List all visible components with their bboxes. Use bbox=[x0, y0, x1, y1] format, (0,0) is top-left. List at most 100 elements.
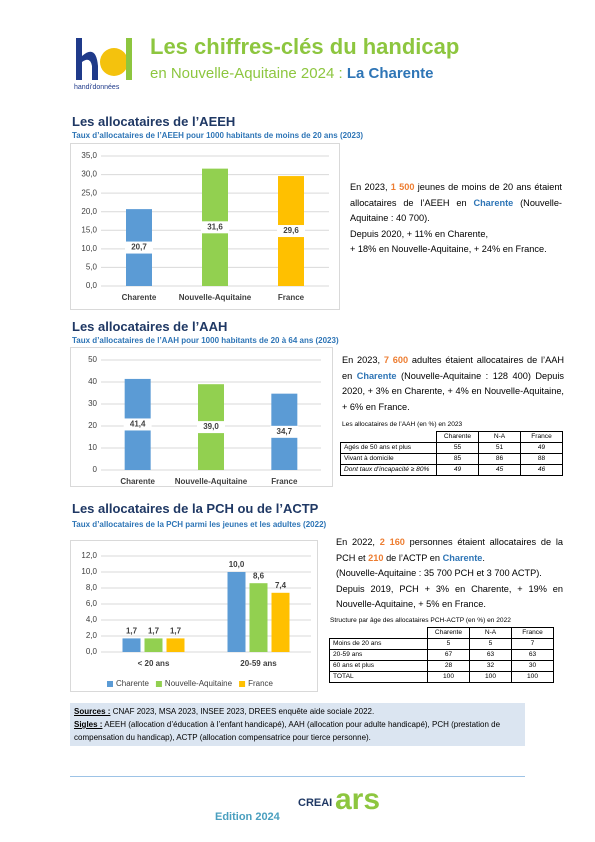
x-tick-label: < 20 ans bbox=[138, 659, 170, 668]
label-box bbox=[123, 418, 152, 431]
cell: 30 bbox=[511, 660, 554, 672]
table-row: Agés de 50 ans et plus 55 51 49 bbox=[340, 442, 563, 454]
text: + 18% en Nouvelle-Aquitaine, + 24% en Fr… bbox=[350, 244, 547, 254]
y-tick-label: 30 bbox=[88, 399, 97, 408]
bar bbox=[249, 583, 268, 652]
column-header: France bbox=[520, 431, 563, 443]
legend-label: Nouvelle-Aquitaine bbox=[165, 679, 233, 688]
y-tick-label: 20,0 bbox=[81, 207, 97, 216]
heading: Les allocataires de la PCH ou de l’ACTP bbox=[72, 501, 319, 516]
text: personnes étaient allocataires de la PCH… bbox=[336, 537, 563, 563]
chart: 0,0 2,0 4,0 6,0 8,0 10,0 12,0 < 20 ans 1,7 1,7 1,7… bbox=[70, 540, 318, 692]
x-tick-label: Nouvelle-Aquitaine bbox=[175, 477, 248, 486]
y-tick-label: 5,0 bbox=[86, 263, 98, 272]
text: En 2023, bbox=[350, 182, 391, 192]
header-row: Charente N-A France bbox=[340, 431, 563, 443]
place: La Charente bbox=[346, 65, 434, 82]
cell: 51 bbox=[478, 442, 521, 454]
cell: 5 bbox=[427, 638, 470, 650]
paragraph: En 2023, 7 600 adultes étaient allocatai… bbox=[342, 353, 564, 415]
y-tick-label: 50 bbox=[88, 355, 97, 364]
x-tick-label: Charente bbox=[120, 477, 155, 486]
row-label: 20-59 ans bbox=[329, 649, 428, 661]
table-row: 20-59 ans 67 63 63 bbox=[329, 649, 554, 661]
partner: CREAI bbox=[298, 797, 333, 809]
highlight: Charente bbox=[473, 197, 514, 208]
text: En 2022, bbox=[336, 537, 380, 547]
y-tick-label: 15,0 bbox=[81, 225, 97, 234]
highlight: Charente bbox=[442, 552, 483, 563]
table-row: TOTAL 100 100 100 bbox=[329, 671, 554, 683]
y-tick-label: 25,0 bbox=[81, 188, 97, 197]
subtitle-text: en Nouvelle-Aquitaine 2024 : bbox=[150, 65, 347, 82]
text: Depuis 2020, + 11% en Charente, bbox=[350, 228, 488, 239]
column-header: France bbox=[511, 627, 554, 639]
x-tick-label: 20-59 ans bbox=[240, 659, 277, 668]
y-tick-label: 35,0 bbox=[81, 151, 97, 160]
label-box bbox=[125, 241, 153, 254]
column-header: Charente bbox=[436, 431, 479, 443]
highlight: 7 600 bbox=[383, 355, 409, 365]
value-label: 1,7 bbox=[170, 627, 182, 636]
x-tick-label: France bbox=[271, 477, 298, 486]
y-tick-label: 30,0 bbox=[81, 170, 97, 179]
corner-cell bbox=[329, 627, 428, 639]
cell: 86 bbox=[478, 453, 521, 465]
highlight: Charente bbox=[356, 370, 397, 381]
row-label: Agés de 50 ans et plus bbox=[340, 442, 437, 454]
x-tick-label: France bbox=[278, 293, 305, 302]
y-tick-label: 0 bbox=[93, 465, 98, 474]
label: Sigles : bbox=[74, 720, 103, 729]
highlight: 210 bbox=[368, 552, 384, 563]
value-label: 41,4 bbox=[130, 420, 146, 429]
subtitle: en Nouvelle-Aquitaine 2024 : La Charente bbox=[150, 65, 434, 82]
cell: 28 bbox=[427, 660, 470, 672]
row-label: TOTAL bbox=[329, 671, 428, 683]
bar bbox=[144, 638, 163, 652]
cell: 100 bbox=[427, 671, 470, 683]
value-label: 29,6 bbox=[283, 226, 299, 235]
cell: 32 bbox=[469, 660, 512, 672]
footer-notes: Sources : CNAF 2023, MSA 2023, INSEE 202… bbox=[70, 703, 525, 746]
y-tick-label: 2,0 bbox=[86, 631, 98, 640]
x-tick-label: Charente bbox=[122, 293, 157, 302]
y-tick-label: 4,0 bbox=[86, 615, 98, 624]
value-label: 1,7 bbox=[148, 627, 160, 636]
x-tick-label: Nouvelle-Aquitaine bbox=[179, 293, 252, 302]
text: CNAF 2023, MSA 2023, INSEE 2023, DREES e… bbox=[110, 707, 375, 716]
table-title: Les allocataires de l’AAH (en %) en 2023 bbox=[342, 421, 463, 428]
row-label: Moins de 20 ans bbox=[329, 638, 428, 650]
y-tick-label: 0,0 bbox=[86, 281, 98, 290]
cell: 63 bbox=[511, 649, 554, 661]
cell: 88 bbox=[520, 453, 563, 465]
value-label: 20,7 bbox=[131, 243, 147, 252]
header-row: Charente N-A France bbox=[329, 627, 554, 639]
text: (Nouvelle-Aquitaine : 40 700). bbox=[350, 197, 562, 224]
value-label: 8,6 bbox=[253, 571, 265, 580]
text: jeunes de moins de 20 ans étaient alloca… bbox=[350, 182, 562, 208]
partner: ars bbox=[335, 783, 381, 816]
chart-title: Taux d’allocataires de l’AEEH pour 1000 … bbox=[72, 131, 364, 140]
value-label: 34,7 bbox=[277, 427, 293, 436]
y-tick-label: 6,0 bbox=[86, 599, 98, 608]
column-header: N-A bbox=[469, 627, 512, 639]
logo-text: handi'données bbox=[74, 84, 120, 91]
value-label: 10,0 bbox=[229, 560, 245, 569]
label: Sources : bbox=[74, 707, 111, 716]
table-row: 60 ans et plus 28 32 30 bbox=[329, 660, 554, 672]
cell: 46 bbox=[520, 464, 563, 476]
legend-swatch bbox=[107, 681, 113, 687]
legend-label: France bbox=[248, 679, 273, 688]
chart: 0,0 5,0 10,0 15,0 20,0 25,0 30,0 35,0 Charente 20… bbox=[70, 143, 340, 310]
y-tick-label: 12,0 bbox=[81, 551, 97, 560]
column-header: Charente bbox=[427, 627, 470, 639]
table: Charente N-A France Agés de 50 ans et plus 5… bbox=[340, 431, 563, 476]
y-tick-label: 8,0 bbox=[86, 583, 98, 592]
cell: 7 bbox=[511, 638, 554, 650]
cell: 85 bbox=[436, 453, 479, 465]
text: (Nouvelle-Aquitaine : 35 700 PCH et 3 70… bbox=[336, 568, 542, 578]
y-tick-label: 10 bbox=[88, 443, 97, 452]
value-label: 39,0 bbox=[203, 422, 219, 431]
text: Depuis 2019, PCH + 3% en Charente, + 19%… bbox=[336, 583, 563, 610]
